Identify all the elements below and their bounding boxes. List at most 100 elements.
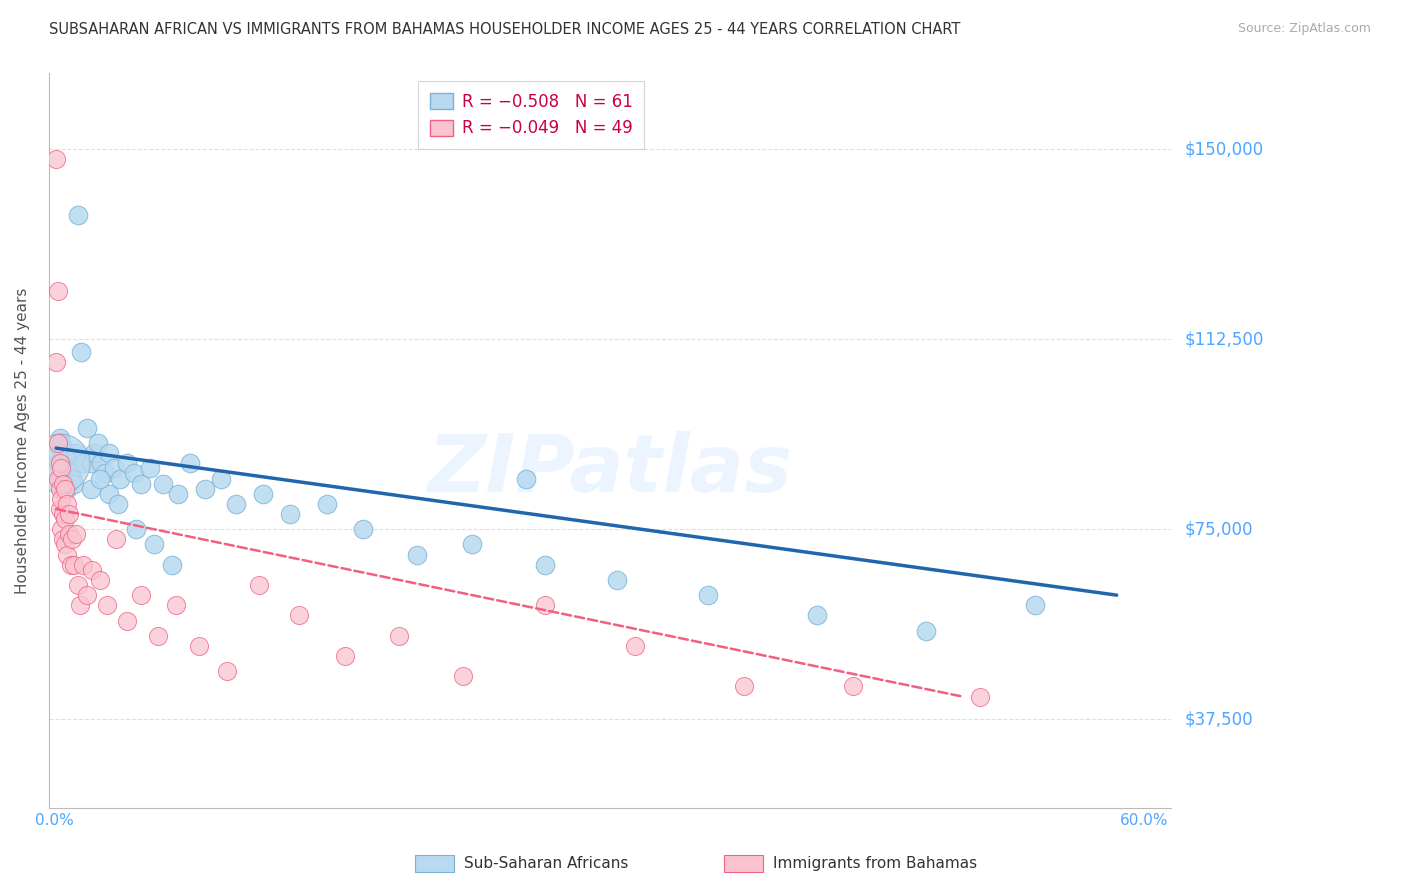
Point xyxy=(87,436,110,450)
Point xyxy=(63,558,86,572)
Point xyxy=(108,471,131,485)
Point xyxy=(70,344,93,359)
Point xyxy=(215,664,238,678)
Point xyxy=(51,456,73,470)
Point xyxy=(97,446,120,460)
Point xyxy=(65,446,87,460)
Point xyxy=(48,431,70,445)
Point xyxy=(733,680,755,694)
Point xyxy=(56,482,79,496)
Point xyxy=(59,558,82,572)
Text: $112,500: $112,500 xyxy=(1185,330,1264,348)
Point xyxy=(52,476,75,491)
Point xyxy=(60,471,83,485)
Point xyxy=(131,588,153,602)
Point xyxy=(315,497,337,511)
Point xyxy=(194,482,217,496)
Point xyxy=(406,548,429,562)
Point xyxy=(166,487,188,501)
Text: $150,000: $150,000 xyxy=(1185,140,1264,158)
Point xyxy=(152,476,174,491)
Point xyxy=(72,558,94,572)
Point xyxy=(146,629,169,643)
Point xyxy=(46,456,69,470)
Point xyxy=(51,491,73,506)
Point xyxy=(48,456,70,470)
Point xyxy=(606,573,628,587)
Point xyxy=(139,461,162,475)
Point xyxy=(56,548,79,562)
Point xyxy=(107,497,129,511)
Point xyxy=(89,471,111,485)
Point xyxy=(533,558,555,572)
Point xyxy=(66,578,89,592)
Point xyxy=(46,436,69,450)
Point xyxy=(56,456,79,470)
Point xyxy=(225,497,247,511)
Text: ZIPatlas: ZIPatlas xyxy=(427,431,793,509)
Point xyxy=(162,558,184,572)
Point xyxy=(51,436,73,450)
Point xyxy=(82,563,104,577)
Point xyxy=(79,456,101,470)
Point xyxy=(842,680,865,694)
Text: SUBSAHARAN AFRICAN VS IMMIGRANTS FROM BAHAMAS HOUSEHOLDER INCOME AGES 25 - 44 YE: SUBSAHARAN AFRICAN VS IMMIGRANTS FROM BA… xyxy=(49,22,960,37)
Point xyxy=(60,533,83,547)
Point xyxy=(46,471,69,485)
Point xyxy=(209,471,232,485)
Point xyxy=(624,639,647,653)
Point xyxy=(352,522,374,536)
Point xyxy=(94,467,117,481)
Point xyxy=(288,608,311,623)
Point xyxy=(179,456,201,470)
Point xyxy=(252,487,274,501)
Point xyxy=(52,507,75,521)
Point xyxy=(697,588,720,602)
Point xyxy=(115,614,138,628)
Point xyxy=(333,648,356,663)
Point xyxy=(83,446,105,460)
Point xyxy=(58,507,80,521)
Point xyxy=(90,456,112,470)
Point xyxy=(53,537,76,551)
Point xyxy=(103,461,125,475)
Point xyxy=(45,152,67,166)
Point xyxy=(52,446,75,460)
Text: Source: ZipAtlas.com: Source: ZipAtlas.com xyxy=(1237,22,1371,36)
Point xyxy=(52,476,75,491)
Point xyxy=(278,507,301,521)
Point xyxy=(53,482,76,496)
Point xyxy=(48,482,70,496)
Point xyxy=(65,527,87,541)
Point xyxy=(63,476,86,491)
Point xyxy=(79,482,101,496)
Point xyxy=(388,629,411,643)
Point xyxy=(165,599,187,613)
Point xyxy=(52,461,75,475)
Point xyxy=(96,599,118,613)
Point xyxy=(46,284,69,298)
Point xyxy=(53,512,76,526)
Point xyxy=(806,608,828,623)
Point xyxy=(969,690,991,704)
Legend: R = −0.508   N = 61, R = −0.049   N = 49: R = −0.508 N = 61, R = −0.049 N = 49 xyxy=(419,81,644,149)
Point xyxy=(51,461,73,475)
Point xyxy=(59,467,82,481)
Point xyxy=(58,446,80,460)
Text: Immigrants from Bahamas: Immigrants from Bahamas xyxy=(773,856,977,871)
Point xyxy=(115,456,138,470)
Point xyxy=(56,497,79,511)
Point xyxy=(915,624,938,638)
Point xyxy=(125,522,148,536)
Point xyxy=(188,639,211,653)
Point xyxy=(533,599,555,613)
Point xyxy=(45,355,67,369)
Point xyxy=(58,461,80,475)
Point xyxy=(1024,599,1046,613)
Point xyxy=(515,471,537,485)
Point xyxy=(72,456,94,470)
Point xyxy=(58,527,80,541)
Text: $37,500: $37,500 xyxy=(1185,710,1254,729)
Point xyxy=(122,467,145,481)
Point xyxy=(451,669,474,683)
